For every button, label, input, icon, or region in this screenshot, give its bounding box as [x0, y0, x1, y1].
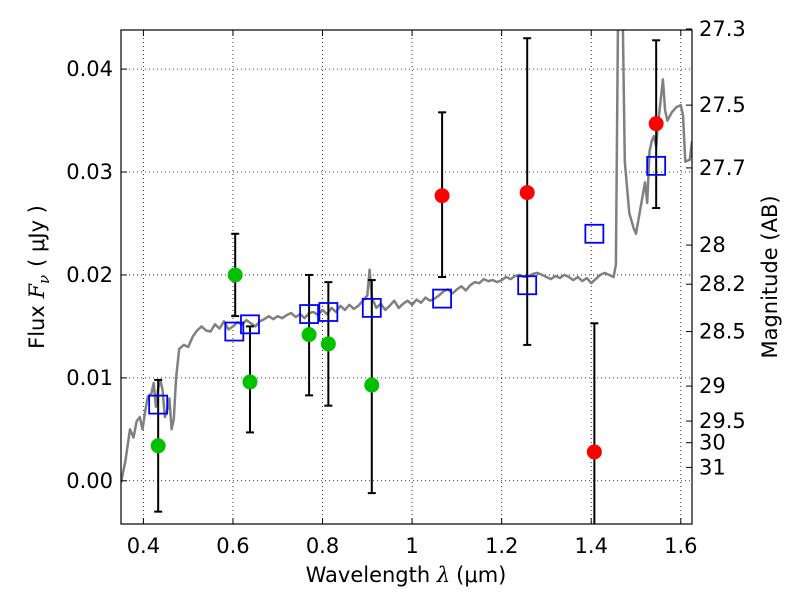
- x-tick-label: 0.4: [127, 534, 160, 558]
- plot-area: [121, 30, 692, 524]
- red-data-point: [586, 444, 602, 460]
- green-data-point: [320, 336, 336, 352]
- red-data-point: [519, 185, 535, 201]
- model-square-marker: [240, 314, 260, 335]
- model-square-marker: [148, 394, 169, 415]
- x-tick-label: 1.2: [485, 534, 518, 558]
- y2-tick-label: 29: [699, 374, 726, 398]
- model-square-marker: [224, 321, 245, 342]
- y2-tick-label: 28.2: [699, 272, 746, 296]
- x-tick-label: 0.6: [216, 534, 249, 558]
- error-bar: [590, 322, 599, 524]
- red-data-point: [434, 188, 450, 204]
- y2-tick-label: 27.5: [699, 93, 746, 117]
- x-tick-label: 1.4: [575, 534, 608, 558]
- x-tick-label: 0.8: [306, 534, 339, 558]
- green-data-point: [150, 438, 166, 454]
- red-data-point: [648, 116, 664, 132]
- green-data-point: [364, 377, 380, 393]
- model-square-marker: [318, 302, 339, 322]
- model-square-marker: [517, 275, 538, 296]
- green-data-point: [301, 327, 317, 343]
- y2-tick-label: 30: [699, 431, 726, 455]
- x-axis-label: Wavelength λ (μm): [306, 563, 507, 587]
- y2-tick-label: 28: [699, 233, 726, 257]
- x-tick-label: 1.6: [664, 534, 697, 558]
- y-tick-label: 0.04: [66, 57, 113, 81]
- model-square-marker: [432, 288, 453, 309]
- y-tick-label: 0.02: [66, 263, 113, 287]
- y2-tick-label: 31: [699, 455, 726, 479]
- plot-background: [121, 30, 692, 524]
- y2-tick-label: 27.7: [699, 156, 746, 180]
- x-tick-label: 1: [405, 534, 418, 558]
- y-tick-label: 0.01: [66, 366, 113, 390]
- y2-axis-label: Magnitude (AB): [758, 195, 782, 358]
- y2-tick-label: 28.5: [699, 320, 746, 344]
- template-spectrum-line: [121, 30, 692, 484]
- x-axis-ticks: 0.4 0.6 0.8 1 1.2 1.4 1.6: [127, 30, 698, 558]
- y-tick-label: 0.03: [66, 160, 113, 184]
- y-axis-label: Flux Fν( μJy ): [25, 205, 53, 349]
- green-data-point: [242, 374, 258, 390]
- model-square-marker: [584, 223, 605, 244]
- model-square-marker: [646, 155, 667, 176]
- y-tick-label: 0.00: [66, 469, 113, 493]
- y-axis-ticks: 0.00 0.01 0.02 0.03 0.04: [66, 57, 127, 493]
- model-square-marker: [299, 304, 319, 324]
- model-square-marker: [361, 297, 382, 318]
- y2-tick-label: 29.5: [699, 409, 746, 433]
- green-data-point: [227, 267, 243, 283]
- y2-tick-label: 27.3: [699, 17, 746, 41]
- plot-frame: [120, 29, 693, 525]
